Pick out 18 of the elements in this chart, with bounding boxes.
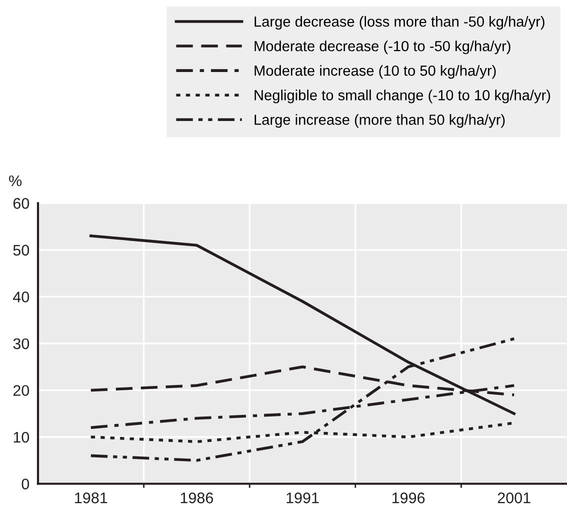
y-tick-label: 20 [13, 385, 30, 396]
legend-label: Large increase (more than 50 kg/ha/yr) [254, 114, 505, 128]
legend-label: Moderate increase (10 to 50 kg/ha/yr) [254, 65, 496, 79]
y-tick-label: 0 [22, 478, 30, 490]
x-tick-label: 1986 [180, 492, 214, 504]
x-tick-label: 2001 [498, 492, 530, 504]
x-tick-label: 1981 [75, 492, 108, 504]
y-tick-label: 30 [13, 338, 30, 350]
y-tick-label: 10 [14, 432, 30, 443]
y-tick-label: 60 [13, 198, 30, 209]
legend-label: Large decrease (loss more than -50 kg/ha/yr) [254, 16, 544, 30]
y-tick-label: 40 [13, 292, 30, 302]
y-tick-label: 50 [13, 244, 30, 256]
legend-label: Moderate decrease (-10 to -50 kg/ha/yr) [254, 40, 510, 54]
x-tick-label: 1991 [286, 492, 319, 504]
y-axis-title: % [9, 175, 22, 186]
x-tick-label: 1996 [392, 492, 425, 504]
legend-label: Negligible to small change (-10 to 10 kg/ha/yr) [254, 90, 550, 104]
